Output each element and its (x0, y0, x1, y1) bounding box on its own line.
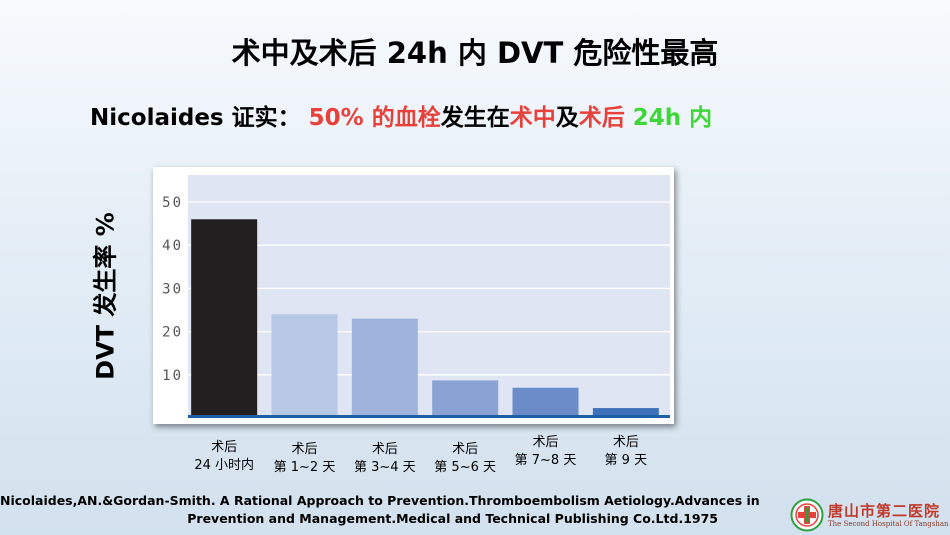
bar-5 (592, 408, 659, 418)
y-tick-label: 40 (162, 238, 183, 254)
x-tick-label-4: 术后第 7~8 天 (501, 434, 591, 470)
x-tick-label-line: 第 3~4 天 (353, 460, 416, 475)
subtitle-part2: 发生在 (440, 105, 510, 131)
bar-2 (351, 318, 418, 418)
x-tick-label-line: 术后 (452, 442, 479, 457)
x-tick-label-line: 第 7~8 天 (514, 453, 577, 468)
subtitle-prefix: Nicolaides 证实： (90, 105, 301, 131)
y-tick-label: 30 (162, 281, 183, 297)
y-axis-label: DVT 发生率 % (91, 212, 120, 380)
x-tick-label-line: 术后 (211, 440, 238, 455)
subtitle-part1: 50% 的血栓 (308, 105, 441, 131)
x-tick-label-line: 第 9 天 (604, 453, 648, 468)
subtitle-part5: 术后 (578, 105, 625, 131)
x-tick-label-5: 术后第 9 天 (581, 434, 671, 470)
subtitle-part3: 术中 (509, 105, 556, 131)
plot-area (188, 175, 670, 418)
hospital-name: 唐山市第二医院 (828, 502, 941, 520)
subtitle-part4: 及 (555, 105, 579, 131)
hospital-name-english: The Second Hospital Of Tangshan (828, 520, 949, 528)
x-tick-label-line: 术后 (612, 435, 639, 450)
slide-title: 术中及术后 24h 内 DVT 危险性最高 (231, 36, 719, 70)
citation: Nicolaides,AN.&Gordan-Smith. A Rational … (0, 492, 760, 528)
x-tick-label-3: 术后第 5~6 天 (420, 441, 510, 477)
bar-3 (432, 380, 499, 418)
subtitle-part6: 24h 内 (632, 105, 713, 131)
x-axis-baseline (188, 415, 670, 418)
x-tick-label-line: 第 5~6 天 (434, 460, 496, 475)
citation-line2: Prevention and Management.Medical and Te… (187, 511, 718, 526)
bar-chart: 10 20 30 40 50 (162, 175, 670, 418)
x-tick-label-line: 24 小时内 (194, 458, 254, 473)
x-tick-label-line: 第 1~2 天 (273, 460, 336, 475)
y-tick-label: 20 (162, 325, 183, 341)
x-tick-label-line: 术后 (291, 442, 318, 457)
y-tick-label: 10 (162, 368, 183, 384)
chart-frame: 10 20 30 40 50 (153, 167, 674, 424)
citation-line1: Nicolaides,AN.&Gordan-Smith. A Rational … (0, 493, 760, 508)
slide-subtitle: Nicolaides 证实： 50% 的血栓发生在术中及术后 24h 内 (90, 98, 712, 132)
bar-1 (271, 314, 338, 418)
bar-0 (191, 219, 258, 418)
hospital-cross-emblem-icon (790, 498, 824, 532)
x-tick-label-1: 术后第 1~2 天 (260, 441, 350, 477)
x-tick-label-0: 术后 24 小时内 (179, 439, 269, 475)
x-tick-label-2: 术后第 3~4 天 (340, 441, 430, 477)
bar-4 (512, 387, 579, 418)
x-tick-label-line: 术后 (532, 435, 559, 450)
y-tick-label: 50 (162, 195, 183, 211)
hospital-logo: 唐山市第二医院 The Second Hospital Of Tangshan (790, 498, 949, 532)
x-tick-label-line: 术后 (371, 442, 398, 457)
